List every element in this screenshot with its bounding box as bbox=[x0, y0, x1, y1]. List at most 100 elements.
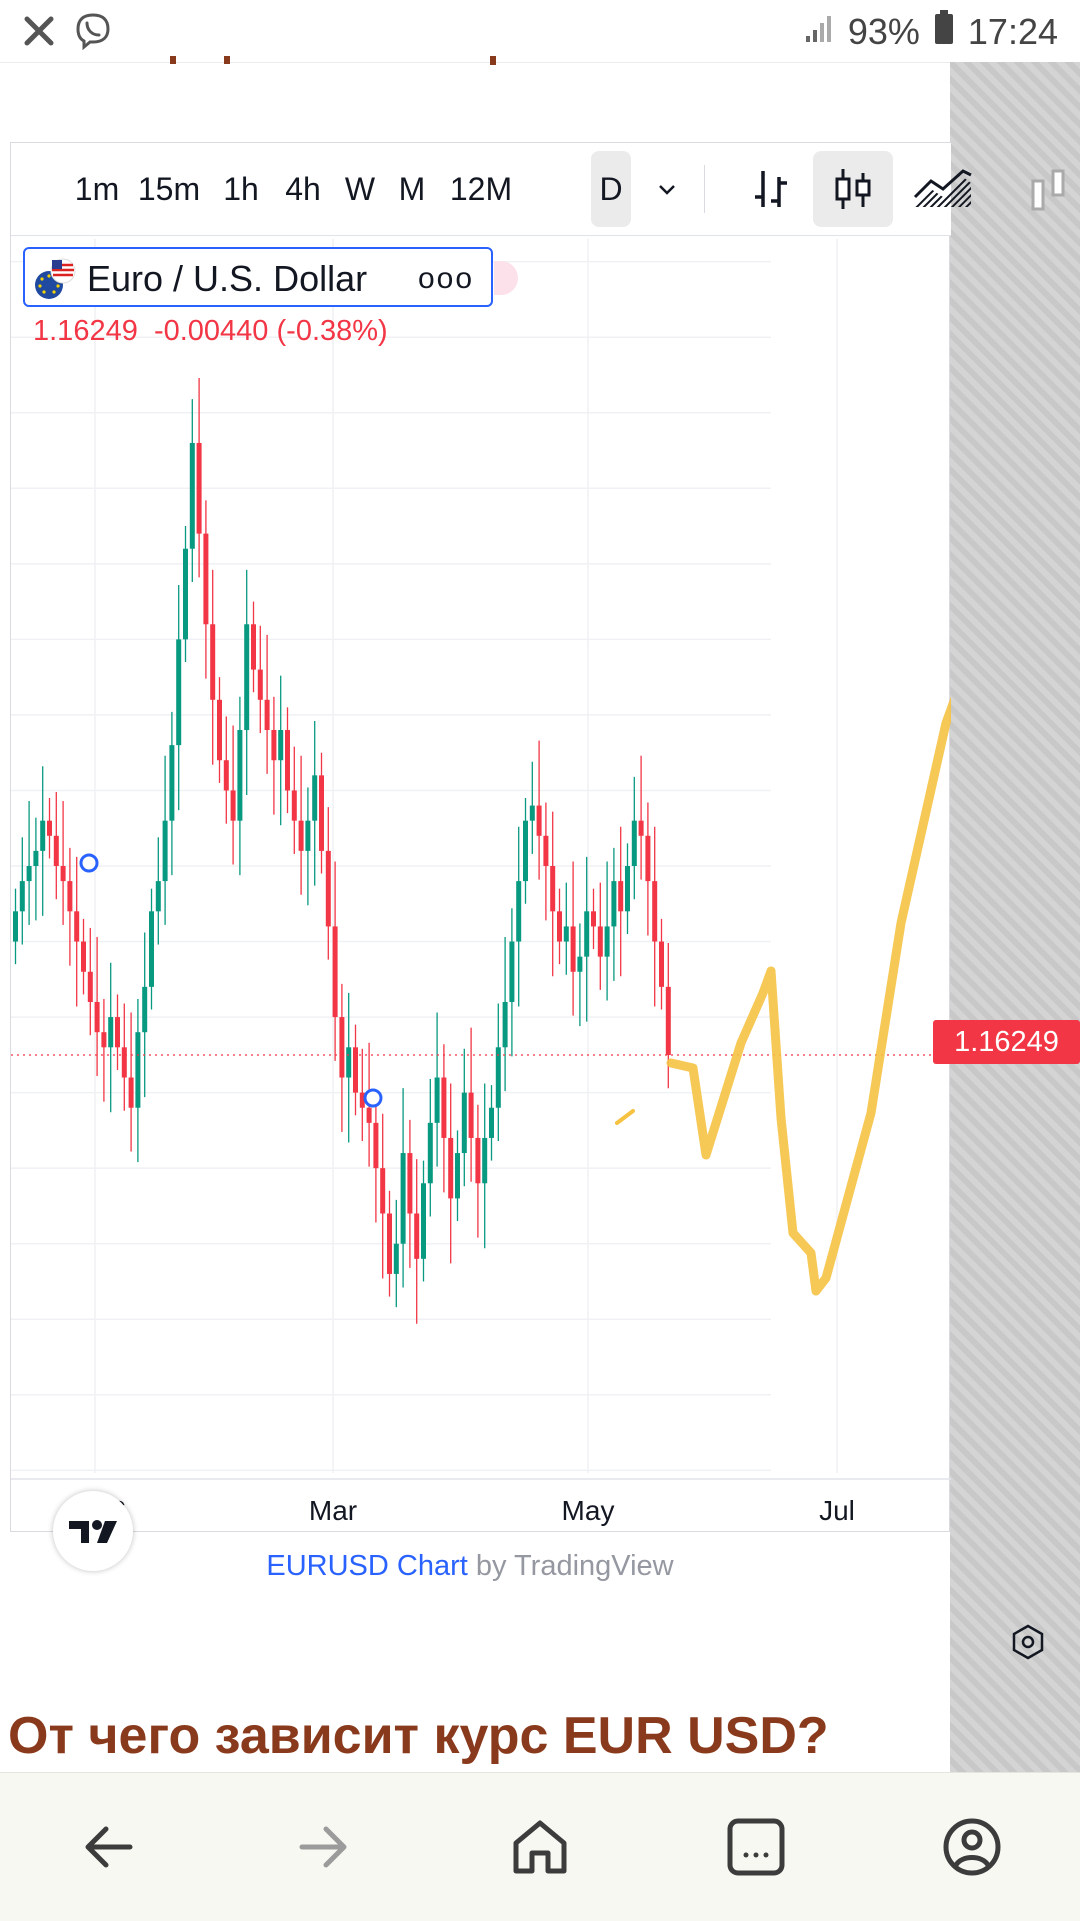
candle bbox=[516, 881, 522, 942]
candle bbox=[94, 1001, 100, 1033]
candle bbox=[155, 881, 161, 912]
candle bbox=[128, 1077, 134, 1108]
candle bbox=[550, 866, 556, 912]
timeframe-15m[interactable]: 15m bbox=[137, 171, 201, 207]
candle bbox=[584, 911, 590, 957]
chevron-down-icon bbox=[659, 185, 675, 195]
candle bbox=[257, 669, 263, 700]
candle bbox=[271, 730, 277, 761]
area-style-button[interactable] bbox=[895, 151, 975, 227]
candle bbox=[638, 820, 644, 836]
last-price-badge: 1.16249 bbox=[933, 1020, 1080, 1064]
x-tick-label: Mar bbox=[309, 1495, 357, 1526]
tradingview-logo-icon bbox=[69, 1520, 117, 1543]
cropped-text-fragment bbox=[170, 56, 496, 65]
timeframe-1h[interactable]: 1h bbox=[223, 171, 259, 207]
candle bbox=[101, 1032, 107, 1048]
candle bbox=[115, 1017, 120, 1048]
tradingview-logo[interactable] bbox=[53, 1491, 133, 1571]
candle bbox=[468, 1092, 474, 1138]
candle bbox=[570, 926, 576, 972]
tabs-icon[interactable] bbox=[716, 1807, 796, 1887]
candle bbox=[291, 790, 297, 821]
candle bbox=[325, 850, 331, 927]
candle bbox=[223, 760, 229, 791]
candle bbox=[67, 881, 73, 912]
candle bbox=[557, 911, 562, 942]
account-icon[interactable] bbox=[932, 1807, 1012, 1887]
tradingview-widget[interactable]: 1.215001.210001.205001.200001.195001.190… bbox=[10, 142, 1065, 1660]
clock: 17:24 bbox=[967, 10, 1058, 52]
candle bbox=[87, 971, 93, 1002]
candle bbox=[665, 986, 671, 1056]
more-options-button[interactable]: ooo bbox=[418, 262, 475, 295]
timeframe-4h[interactable]: 4h bbox=[285, 171, 321, 207]
timeframe-month[interactable]: M bbox=[398, 171, 426, 207]
candle bbox=[536, 805, 542, 836]
candle bbox=[346, 1047, 352, 1078]
hand-drawn-stroke bbox=[615, 1109, 635, 1125]
candle bbox=[251, 624, 256, 670]
eur-usd-flag-icon bbox=[35, 258, 76, 299]
candle bbox=[33, 850, 39, 866]
candle bbox=[53, 835, 59, 866]
candle bbox=[434, 1077, 440, 1123]
candle bbox=[196, 442, 202, 534]
candle bbox=[591, 911, 596, 927]
home-icon[interactable] bbox=[500, 1807, 580, 1887]
candle bbox=[523, 820, 528, 882]
chart-attribution: EURUSD Chart by TradingView bbox=[0, 1550, 940, 1583]
area-icon bbox=[913, 169, 972, 207]
back-arrow-icon[interactable] bbox=[68, 1807, 148, 1887]
candle bbox=[230, 790, 236, 821]
columns-style-button[interactable] bbox=[1011, 151, 1080, 227]
candle bbox=[509, 941, 515, 1002]
forward-arrow-icon[interactable] bbox=[284, 1807, 364, 1887]
candle bbox=[135, 1032, 141, 1108]
timeframe-day[interactable]: D bbox=[591, 151, 631, 227]
settings-icon[interactable] bbox=[1009, 1623, 1047, 1661]
candle bbox=[489, 1107, 494, 1138]
candle bbox=[162, 820, 168, 882]
candle bbox=[176, 639, 182, 746]
candle bbox=[659, 941, 664, 987]
candle bbox=[13, 911, 18, 942]
candle bbox=[529, 805, 535, 821]
symbol-legend[interactable]: Euro / U.S. Dollar ooo bbox=[23, 247, 493, 307]
timeframe-week[interactable]: W bbox=[344, 171, 376, 207]
signal-icon bbox=[804, 11, 834, 53]
price-chart[interactable]: 1.215001.210001.205001.200001.195001.190… bbox=[11, 143, 951, 1533]
candles-icon bbox=[835, 169, 871, 209]
timeframe-1m[interactable]: 1m bbox=[74, 171, 120, 207]
candle bbox=[427, 1122, 433, 1184]
quote-line: 1.16249 -0.00440 (-0.38%) bbox=[33, 315, 388, 348]
toolbar-separator bbox=[704, 165, 705, 213]
candle bbox=[611, 881, 617, 927]
x-tick-label: May bbox=[562, 1495, 615, 1526]
candle bbox=[60, 866, 66, 882]
timeframe-dropdown[interactable] bbox=[647, 151, 687, 227]
browser-bottom-nav bbox=[0, 1772, 1080, 1921]
candle bbox=[298, 820, 304, 851]
candle bbox=[597, 926, 603, 957]
eurusd-chart-link[interactable]: EURUSD Chart bbox=[266, 1550, 468, 1582]
tools-icon bbox=[22, 14, 56, 53]
timeframe-12m[interactable]: 12M bbox=[449, 171, 513, 207]
candle bbox=[495, 1047, 501, 1108]
candle bbox=[448, 1137, 454, 1199]
candle bbox=[461, 1092, 467, 1154]
candle bbox=[278, 730, 284, 761]
candle bbox=[244, 624, 250, 731]
candle bbox=[74, 911, 80, 942]
candle bbox=[652, 881, 658, 942]
candle bbox=[339, 1017, 345, 1078]
candle bbox=[645, 835, 651, 882]
candles-style-button[interactable] bbox=[813, 151, 893, 227]
price-change-percent: (-0.38%) bbox=[276, 315, 388, 347]
candle bbox=[414, 1213, 420, 1259]
bars-style-button[interactable] bbox=[731, 151, 811, 227]
candle bbox=[142, 986, 148, 1033]
candle bbox=[305, 820, 311, 851]
candle bbox=[203, 533, 209, 625]
symbol-name: Euro / U.S. Dollar bbox=[87, 258, 368, 299]
